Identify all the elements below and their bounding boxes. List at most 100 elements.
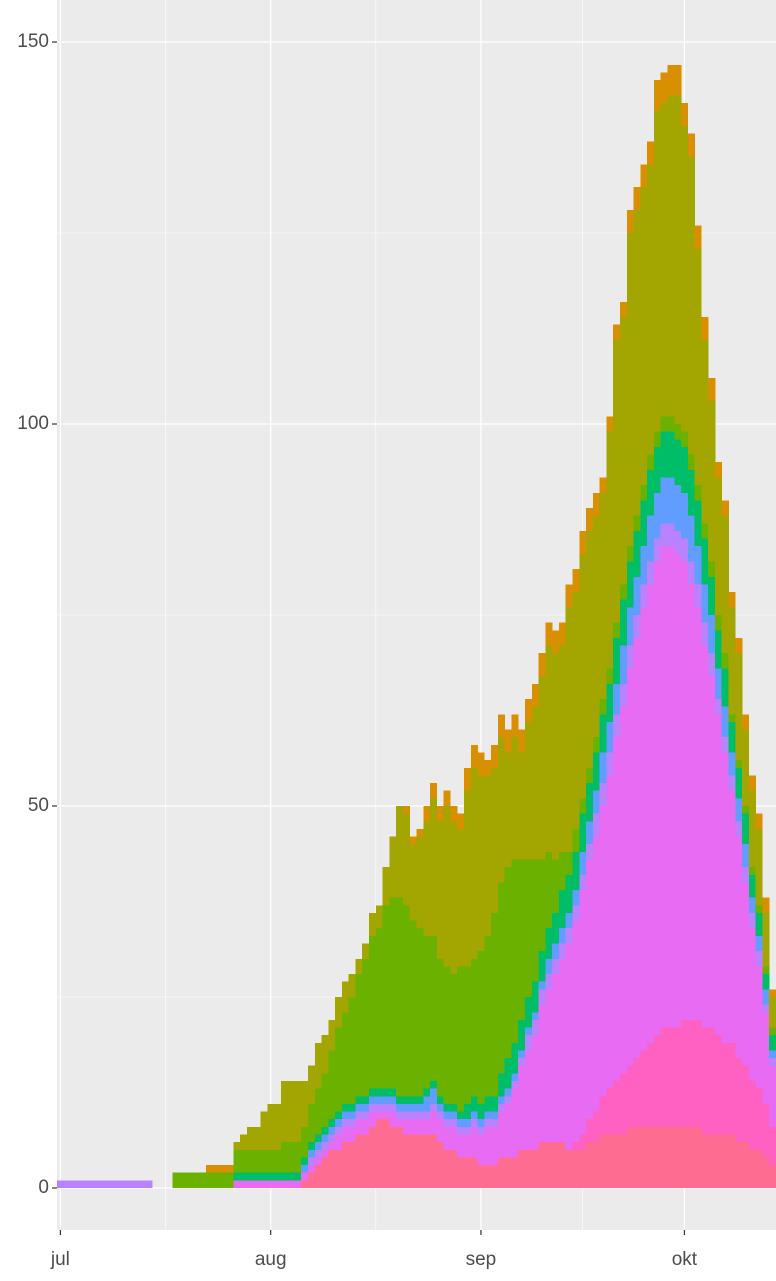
bar-segment [491,744,499,768]
bar-segment [504,1096,512,1104]
bar-segment [531,1035,539,1150]
bar-segment [525,859,533,997]
bar-segment [565,943,573,1150]
bar-segment [457,813,465,829]
bar-segment [491,1126,499,1166]
bar-segment [430,1134,438,1188]
bar-segment [586,530,594,768]
bar-segment [382,1119,390,1188]
bar-segment [552,653,560,860]
bar-segment [457,828,465,967]
bar-segment [321,1035,329,1074]
bar-segment [728,752,736,776]
bar-segment [552,1142,560,1188]
bar-segment [606,416,614,432]
bar-segment [674,1027,682,1127]
bar-segment [545,851,553,929]
bar-segment [701,1027,709,1135]
bar-segment [423,805,431,822]
bar-segment [728,592,736,608]
bar-segment [518,1050,526,1059]
bar-segment [199,1172,207,1188]
bar-segment [409,1103,417,1112]
bar-segment [606,431,614,669]
bar-segment [301,1180,309,1188]
x-tick-label: okt [672,1249,698,1270]
bar-segment [335,1119,343,1127]
bar-segment [314,1088,322,1135]
bar-segment [735,821,743,837]
bar-segment [545,622,553,646]
bar-segment [233,1180,241,1188]
bar-segment [233,1172,241,1181]
bar-segment [613,637,621,684]
bar-segment [613,339,621,623]
bar-segment [443,1119,451,1127]
bar-segment [606,775,614,1089]
bar-segment [558,958,567,1143]
bar-segment [375,928,383,1089]
bar-segment [674,530,682,554]
bar-segment [307,1172,316,1188]
bar-segment [389,836,397,898]
bar-segment [450,1149,458,1188]
bar-segment [314,1157,322,1166]
bar-segment [511,1157,519,1188]
bar-segment [77,1180,85,1188]
bar-segment [626,1065,634,1127]
bar-segment [409,836,417,845]
bar-segment [375,1088,383,1097]
bar-segment [267,1149,275,1173]
bar-segment [525,1027,533,1036]
bar-segment [592,515,600,738]
bar-segment [653,538,661,562]
bar-segment [484,935,492,1097]
bar-segment [653,110,661,432]
bar-segment [694,1126,702,1188]
bar-segment [118,1180,126,1188]
bar-segment [470,1096,478,1112]
bar-segment [674,485,682,531]
bar-segment [579,890,587,1135]
bar-segment [653,446,661,493]
bar-segment [545,645,553,852]
bar-segment [511,714,519,738]
bar-segment [287,1142,295,1173]
bar-segment [613,737,621,1082]
bar-segment [762,989,770,1005]
bar-segment [714,477,723,615]
bar-segment [762,1157,770,1188]
bar-segment [457,1134,465,1158]
bar-segment [409,1111,417,1120]
bar-segment [436,821,444,959]
bar-segment [613,622,621,638]
bar-segment [701,523,709,539]
bar-segment [606,1088,614,1135]
bar-segment [396,805,404,898]
bar-segment [708,676,716,1028]
bar-segment [518,1058,526,1066]
bar-segment [633,576,641,615]
bar-segment [518,752,526,860]
bar-segment [640,1126,648,1188]
bar-segment [206,1165,214,1173]
x-tick-label: aug [255,1249,287,1270]
bar-segment [267,1103,275,1150]
bar-segment [660,416,668,432]
bar-segment [477,1165,485,1188]
bar-segment [470,1157,478,1188]
bar-segment [640,164,648,188]
bar-segment [694,225,702,249]
bar-segment [375,1103,383,1112]
bar-segment [477,1119,485,1127]
bar-segment [362,1096,370,1104]
bar-segment [721,1134,729,1188]
bar-segment [633,210,641,516]
bar-segment [748,1149,756,1188]
bar-segment [389,1103,397,1112]
bar-segment [579,553,587,799]
bar-segment [307,1142,316,1150]
bar-segment [626,546,634,562]
bar-segment [660,431,668,478]
